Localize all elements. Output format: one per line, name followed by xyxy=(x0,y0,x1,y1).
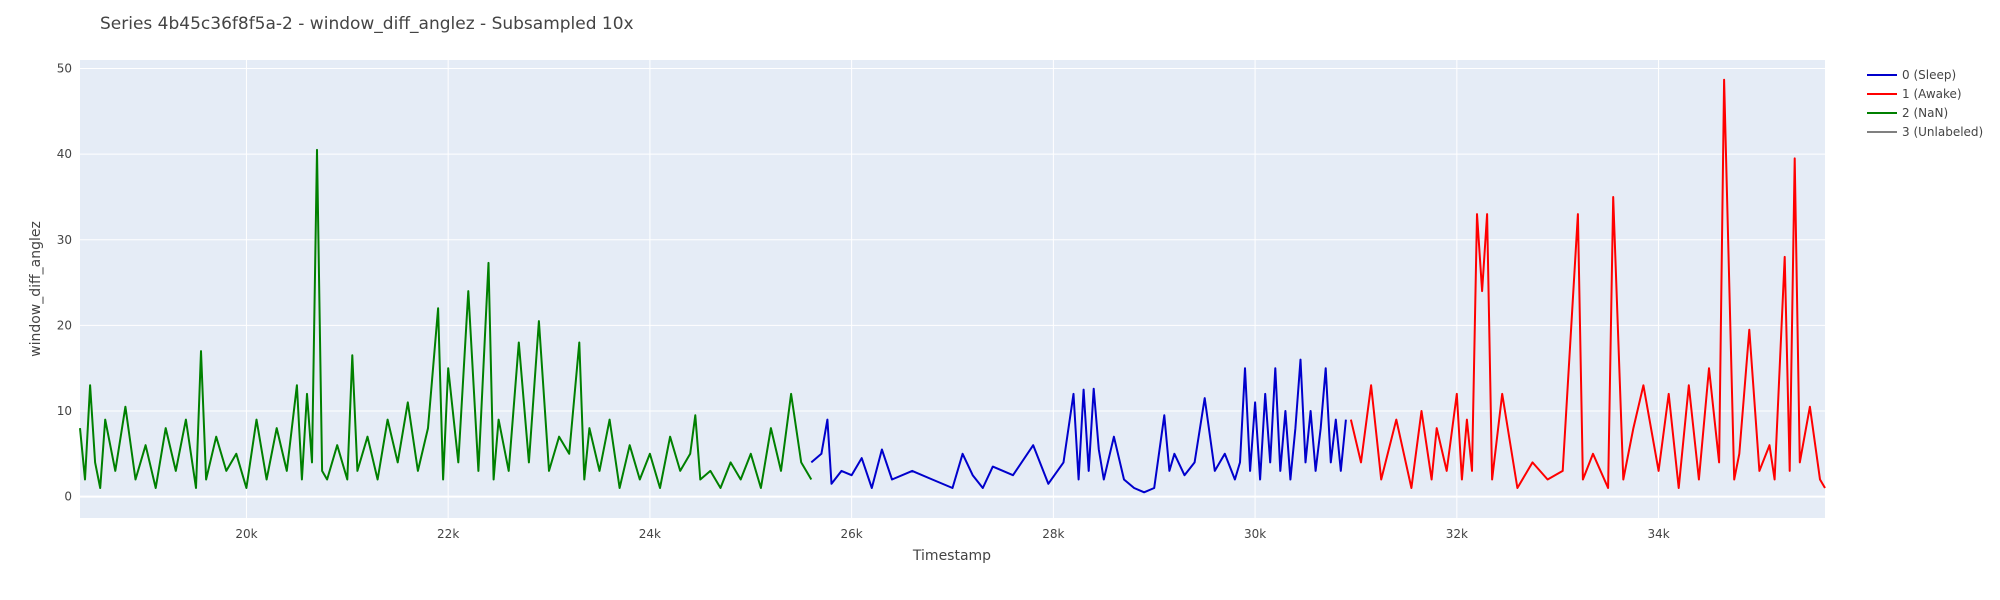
y-tick-label: 0 xyxy=(64,490,72,504)
legend-entry-1: 1 (Awake) xyxy=(1902,87,1962,101)
plot-area xyxy=(80,60,1825,518)
legend: 0 (Sleep) 1 (Awake) 2 (NaN) 3 (Unlabeled) xyxy=(1867,68,1983,139)
y-tick-label: 40 xyxy=(57,147,72,161)
x-tick-label: 34k xyxy=(1647,527,1669,541)
x-tick-label: 28k xyxy=(1042,527,1064,541)
x-tick-label: 30k xyxy=(1244,527,1266,541)
y-tick-label: 10 xyxy=(57,404,72,418)
y-tick-label: 30 xyxy=(57,233,72,247)
series-line-1 xyxy=(1349,78,1826,489)
series-lines xyxy=(79,78,1826,494)
x-tick-label: 22k xyxy=(437,527,459,541)
tick-labels: 20k 22k 24k 26k 28k 30k 32k 34k 0 10 20 30 40 50 xyxy=(57,62,1670,541)
legend-entry-0: 0 (Sleep) xyxy=(1902,68,1956,82)
chart-title: Series 4b45c36f8f5a-2 - window_diff_angl… xyxy=(100,14,634,34)
x-tick-label: 20k xyxy=(235,527,257,541)
x-tick-label: 32k xyxy=(1446,527,1468,541)
grid-lines xyxy=(80,60,1825,518)
legend-entry-3: 3 (Unlabeled) xyxy=(1902,125,1983,139)
x-tick-label: 24k xyxy=(639,527,661,541)
x-axis-title: Timestamp xyxy=(912,548,991,564)
y-tick-label: 20 xyxy=(57,318,72,332)
series-line-2 xyxy=(79,148,813,489)
series-line-0 xyxy=(810,358,1347,494)
x-tick-label: 26k xyxy=(841,527,863,541)
y-axis-title: window_diff_anglez xyxy=(28,221,44,357)
legend-entry-2: 2 (NaN) xyxy=(1902,106,1948,120)
y-tick-label: 50 xyxy=(57,62,72,76)
